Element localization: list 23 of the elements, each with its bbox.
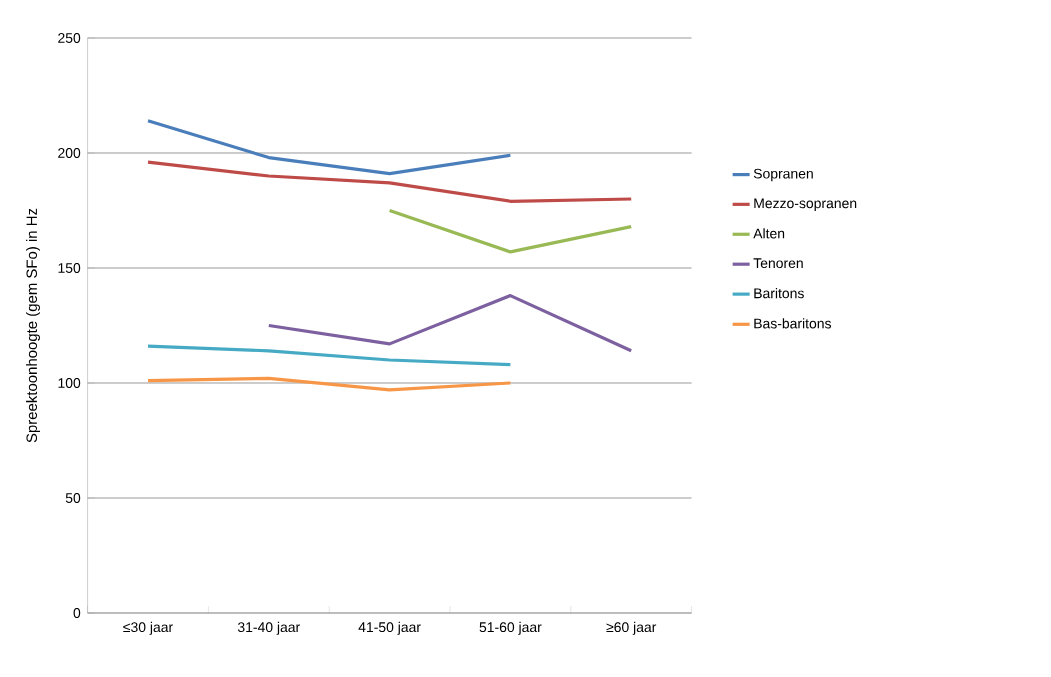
x-tick-label: 31-40 jaar	[237, 621, 300, 635]
y-tick-label: 0	[73, 608, 81, 618]
legend-label: Baritons	[754, 288, 804, 299]
line-series	[146, 119, 512, 176]
line-series	[267, 293, 633, 353]
y-tick-label: 200	[58, 148, 81, 158]
x-tick-label: 41-50 jaar	[358, 621, 421, 635]
y-axis-title: Spreektoonhoogte (gem SFo) in Hz	[26, 208, 40, 443]
y-tick-label: 50	[65, 493, 81, 503]
line-series	[146, 160, 633, 203]
x-tick-label: ≤30 jaar	[123, 621, 173, 635]
y-tick-label: 100	[58, 378, 81, 388]
legend-label: Tenoren	[753, 258, 803, 269]
line-series	[146, 376, 512, 392]
x-tick-label: 51-60 jaar	[479, 621, 542, 635]
legend-label: Alten	[753, 228, 785, 239]
legend-label: Bas-baritons	[754, 318, 831, 329]
legend-label: Mezzo-sopranen	[754, 198, 857, 211]
y-tick-label: 150	[58, 263, 81, 273]
y-tick-label: 250	[58, 33, 81, 43]
x-tick-label: ≥60 jaar	[606, 621, 657, 635]
legend-label: Sopranen	[753, 168, 813, 182]
line-series	[146, 344, 512, 367]
